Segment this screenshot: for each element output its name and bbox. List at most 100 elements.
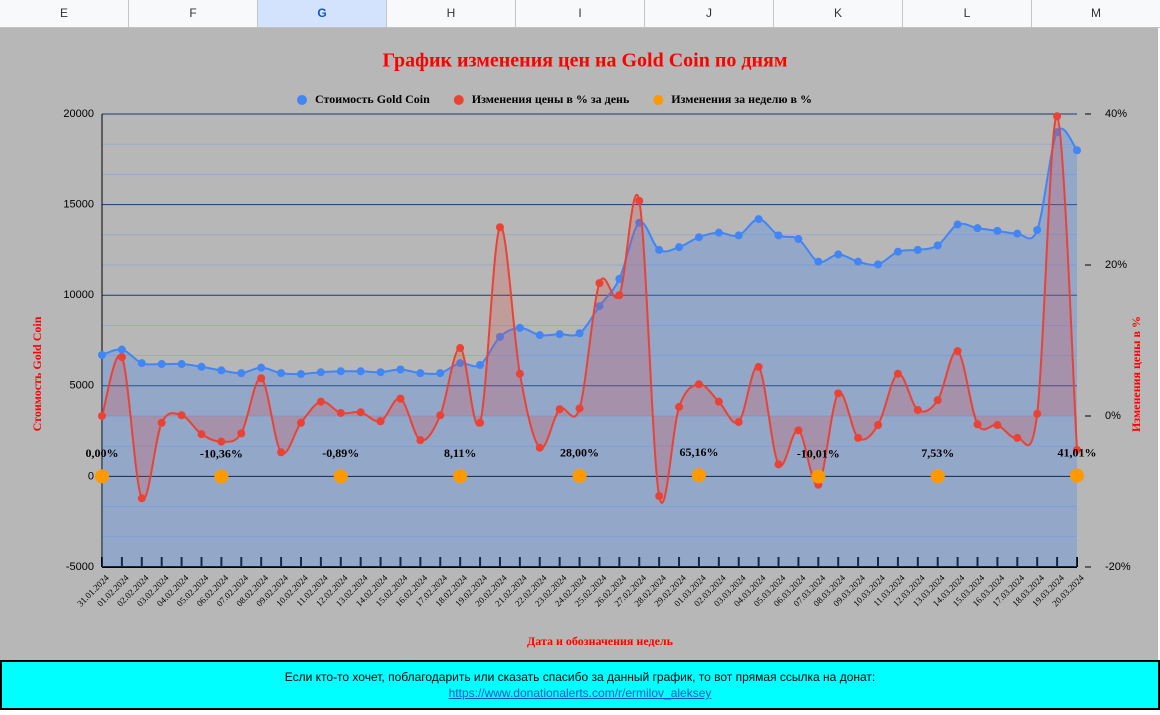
point xyxy=(137,359,146,368)
legend-label: Стоимость Gold Coin xyxy=(315,92,430,106)
chart-title: График изменения цен на Gold Coin по дня… xyxy=(383,50,788,72)
column-letter[interactable]: K xyxy=(774,0,903,27)
week-label: 0,00% xyxy=(86,446,119,460)
point xyxy=(316,368,325,377)
point xyxy=(1033,409,1042,418)
point xyxy=(416,369,425,378)
point xyxy=(615,291,624,300)
point xyxy=(237,429,246,438)
point xyxy=(495,332,504,341)
point xyxy=(655,245,664,254)
point xyxy=(197,430,206,439)
point xyxy=(376,368,385,377)
point xyxy=(913,405,922,414)
point xyxy=(774,460,783,469)
y-tick-label: 10000 xyxy=(63,289,94,301)
point xyxy=(137,494,146,503)
point xyxy=(237,369,246,378)
point xyxy=(555,330,564,339)
y-axis-title: Стоимость Gold Coin xyxy=(30,316,44,431)
point xyxy=(635,196,644,205)
point xyxy=(396,365,405,374)
y2-axis-title: Изменения цены в % xyxy=(1129,316,1143,432)
series-line xyxy=(101,115,1078,504)
week-label: 65,16% xyxy=(679,445,718,459)
legend-marker xyxy=(297,95,307,105)
week-label: 8,11% xyxy=(444,446,476,460)
column-letter[interactable]: J xyxy=(645,0,774,27)
y-tick-label: -5000 xyxy=(66,561,94,573)
point xyxy=(953,347,962,356)
point xyxy=(98,350,106,359)
week-label: 7,53% xyxy=(921,446,954,460)
point xyxy=(356,367,365,376)
column-letter[interactable]: I xyxy=(516,0,645,27)
point xyxy=(993,421,1002,430)
week-point xyxy=(453,469,468,484)
point xyxy=(157,418,166,427)
point xyxy=(1013,229,1022,238)
point xyxy=(535,443,544,452)
column-letter[interactable]: L xyxy=(903,0,1032,27)
point xyxy=(834,389,843,398)
y2-tick-label: 40% xyxy=(1105,108,1127,120)
point xyxy=(98,412,106,420)
point xyxy=(973,224,982,233)
point xyxy=(675,243,684,252)
point xyxy=(416,436,425,445)
point xyxy=(117,353,126,362)
point xyxy=(913,245,922,254)
point xyxy=(754,215,763,224)
y-tick-label: 20000 xyxy=(63,108,94,120)
point xyxy=(734,231,743,240)
point xyxy=(157,360,166,369)
y-tick-label: 5000 xyxy=(70,380,94,392)
point xyxy=(456,359,465,368)
point xyxy=(476,360,485,369)
y2-tick-label: -20% xyxy=(1105,561,1131,573)
donation-link[interactable]: https://www.donationalerts.com/r/ermilov… xyxy=(448,686,712,700)
column-letter[interactable]: H xyxy=(387,0,516,27)
point xyxy=(217,366,226,375)
point xyxy=(356,408,365,417)
point xyxy=(714,397,723,406)
column-letter[interactable]: F xyxy=(129,0,258,27)
point xyxy=(396,394,405,403)
week-label: -0,89% xyxy=(322,446,359,460)
point xyxy=(734,418,743,427)
column-letter[interactable]: M xyxy=(1032,0,1160,27)
week-point xyxy=(95,469,109,484)
point xyxy=(336,408,345,417)
point xyxy=(217,437,226,446)
point xyxy=(933,396,942,405)
point xyxy=(277,448,286,457)
point xyxy=(893,369,902,378)
point xyxy=(953,220,962,229)
point xyxy=(117,345,126,354)
y2-tick-label: 20% xyxy=(1105,259,1127,271)
footer-text: Если кто-то хочет, поблагодарить или ска… xyxy=(284,670,876,684)
point xyxy=(296,418,305,427)
point xyxy=(495,223,504,232)
point xyxy=(694,233,703,242)
point xyxy=(993,226,1002,235)
point xyxy=(1073,146,1081,155)
column-letter[interactable]: G xyxy=(258,0,387,27)
chart-background xyxy=(0,28,1158,660)
point xyxy=(575,329,584,338)
y2-tick-label: 0% xyxy=(1105,410,1121,422)
x-axis-title: Дата и обозначения недель xyxy=(527,634,674,648)
point xyxy=(336,367,345,376)
week-label: -10,01% xyxy=(797,446,840,460)
week-point xyxy=(691,468,706,483)
column-letter[interactable]: E xyxy=(0,0,129,27)
point xyxy=(257,363,266,372)
point xyxy=(675,402,684,411)
point xyxy=(1033,225,1042,234)
point xyxy=(774,231,783,240)
week-point xyxy=(572,468,587,483)
point xyxy=(436,411,445,420)
point xyxy=(197,362,206,371)
point xyxy=(754,362,763,371)
point xyxy=(874,260,883,269)
